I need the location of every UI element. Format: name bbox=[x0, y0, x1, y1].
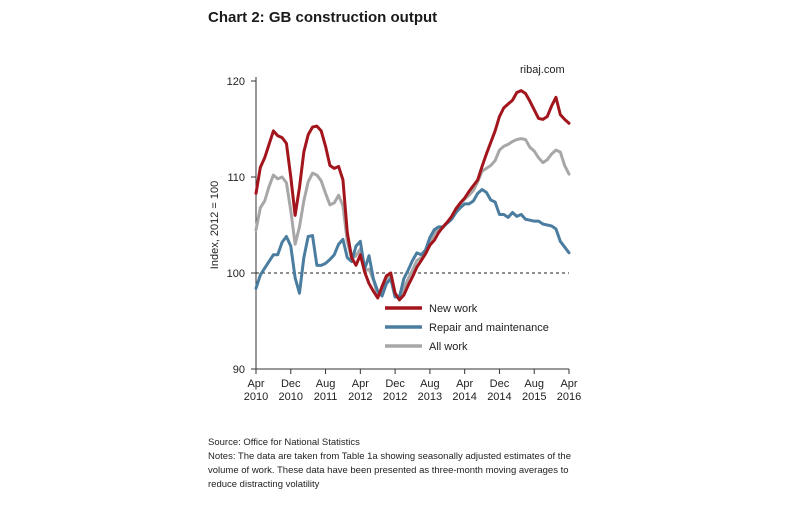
x-tick-label-year: 2012 bbox=[348, 391, 372, 403]
x-tick-label-year: 2012 bbox=[383, 391, 407, 403]
x-tick-label-month: Apr bbox=[456, 378, 473, 390]
y-tick-label: 90 bbox=[233, 364, 245, 376]
x-tick-label-year: 2015 bbox=[522, 391, 546, 403]
series-line-all-work bbox=[254, 137, 571, 300]
x-tick-label-year: 2010 bbox=[279, 391, 303, 403]
x-tick-label-year: 2010 bbox=[244, 391, 268, 403]
x-tick-label-month: Apr bbox=[560, 378, 577, 390]
x-tick-label-month: Apr bbox=[247, 378, 264, 390]
legend: New work Repair and maintenance All work bbox=[385, 303, 549, 353]
legend-label: Repair and maintenance bbox=[429, 322, 549, 334]
y-axis-label: Index, 2012 = 100 bbox=[209, 181, 221, 269]
legend-label: All work bbox=[429, 341, 468, 353]
legend-label: New work bbox=[429, 303, 478, 315]
x-tick-label-month: Aug bbox=[316, 378, 336, 390]
x-tick-label-month: Dec bbox=[281, 378, 301, 390]
x-tick-label-year: 2011 bbox=[314, 391, 338, 403]
y-tick-label: 120 bbox=[227, 76, 245, 88]
chart-axes: 90100110120Apr2010Dec2010Aug2011Apr2012D… bbox=[209, 76, 581, 403]
x-tick-label-month: Aug bbox=[524, 378, 544, 390]
notes-text: Notes: The data are taken from Table 1a … bbox=[208, 451, 571, 490]
x-tick-label-year: 2016 bbox=[557, 391, 581, 403]
x-tick-label-month: Aug bbox=[420, 378, 440, 390]
y-tick-label: 110 bbox=[227, 172, 245, 184]
y-tick-label: 100 bbox=[227, 268, 245, 280]
x-tick-label-year: 2014 bbox=[452, 391, 476, 403]
x-tick-label-year: 2013 bbox=[418, 391, 442, 403]
x-tick-label-month: Apr bbox=[352, 378, 369, 390]
series-line-new-work bbox=[254, 89, 571, 302]
source-note: Source: Office for National Statistics bbox=[208, 437, 360, 448]
x-tick-label-month: Dec bbox=[385, 378, 405, 390]
x-tick-label-month: Dec bbox=[490, 378, 510, 390]
x-tick-label-year: 2014 bbox=[487, 391, 511, 403]
series-lines bbox=[254, 89, 571, 302]
site-label: ribaj.com bbox=[520, 64, 565, 76]
series-line-repair-and-maintenance bbox=[254, 187, 571, 299]
chart-title: Chart 2: GB construction output bbox=[208, 9, 438, 26]
